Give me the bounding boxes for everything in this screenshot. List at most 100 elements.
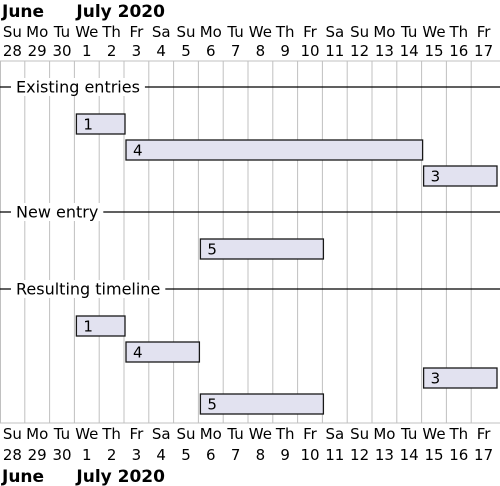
top-date-header: June July 2020Su28Mo29Tu30We1Th2Fr3Sa4Su5…	[1, 2, 493, 60]
task-bar	[199, 393, 325, 415]
footer-weekday-label: Sa	[325, 425, 344, 443]
header-weekday-label: Sa	[152, 23, 171, 41]
footer-date-label: 9	[280, 446, 290, 464]
header-date-label: 16	[449, 42, 468, 60]
header-date-label: 30	[52, 42, 71, 60]
footer-date-label: 7	[231, 446, 241, 464]
header-weekday-label: We	[249, 23, 272, 41]
header-weekday-label: Su	[350, 23, 369, 41]
task-bar-label: 5	[207, 241, 217, 259]
footer-weekday-label: Th	[448, 425, 468, 443]
task-bars: 1 4 3 5 1 4 3 5	[75, 113, 498, 415]
section-label: Resulting timeline	[16, 280, 160, 299]
header-weekday-label: Su	[176, 23, 195, 41]
footer-date-label: 4	[156, 446, 166, 464]
footer-weekday-label: Th	[101, 425, 121, 443]
header-weekday-label: Tu	[400, 23, 417, 41]
footer-date-label: 10	[300, 446, 319, 464]
footer-weekday-label: Su	[350, 425, 369, 443]
footer-date-label: 29	[28, 446, 47, 464]
footer-date-label: 1	[82, 446, 92, 464]
footer-date-label: 15	[424, 446, 443, 464]
footer-date-label: 28	[3, 446, 22, 464]
footer-weekday-label: Th	[275, 425, 295, 443]
task-bar-label: 4	[133, 344, 143, 362]
header-weekday-label: Fr	[130, 23, 145, 41]
header-date-label: 14	[400, 42, 419, 60]
footer-date-label: 13	[375, 446, 394, 464]
footer-weekday-label: We	[422, 425, 445, 443]
header-weekday-label: Fr	[303, 23, 318, 41]
header-date-label: 11	[325, 42, 344, 60]
header-date-label: 29	[28, 42, 47, 60]
section-label-background	[11, 203, 104, 221]
header-weekday-label: Tu	[53, 23, 70, 41]
task-bar	[125, 341, 201, 363]
footer-weekday-label: Tu	[400, 425, 417, 443]
footer-date-label: 30	[52, 446, 71, 464]
header-weekday-label: Th	[448, 23, 468, 41]
header-weekday-label: We	[422, 23, 445, 41]
header-weekday-label: Sa	[325, 23, 344, 41]
task-bar	[422, 165, 498, 187]
footer-weekday-label: Fr	[130, 425, 145, 443]
header-weekday-label: Th	[275, 23, 295, 41]
footer-weekday-label: Fr	[303, 425, 318, 443]
header-weekday-label: Mo	[26, 23, 48, 41]
header-date-label: 9	[280, 42, 290, 60]
section-label: Existing entries	[16, 78, 140, 97]
header-date-label: 1	[82, 42, 92, 60]
header-date-label: 8	[256, 42, 266, 60]
footer-date-label: 8	[256, 446, 266, 464]
header-weekday-label: Mo	[200, 23, 222, 41]
section-label-background	[11, 280, 166, 298]
header-date-label: 7	[231, 42, 241, 60]
footer-date-label: 3	[132, 446, 142, 464]
footer-date-label: 6	[206, 446, 216, 464]
task-bar	[75, 315, 126, 337]
header-date-label: 5	[181, 42, 191, 60]
header-month-label: June	[1, 2, 44, 22]
footer-weekday-label: We	[249, 425, 272, 443]
header-weekday-label: Su	[3, 23, 22, 41]
footer-date-label: 14	[400, 446, 419, 464]
footer-weekday-label: Su	[176, 425, 195, 443]
section-separators: Existing entries New entry Resulting timel…	[0, 78, 500, 299]
task-bar	[75, 113, 126, 135]
task-bar	[125, 139, 424, 161]
footer-weekday-label: Tu	[226, 425, 243, 443]
task-bar-label: 3	[431, 370, 441, 388]
header-weekday-label: Mo	[373, 23, 395, 41]
footer-date-label: 12	[350, 446, 369, 464]
bottom-date-header: June July 2020Su28Mo29Tu30We1Th2Fr3Sa4Su5…	[1, 425, 493, 486]
task-bar-label: 3	[431, 168, 441, 186]
header-month-label: July 2020	[75, 2, 165, 22]
task-bar-label: 4	[133, 142, 143, 160]
header-date-label: 3	[132, 42, 142, 60]
footer-weekday-label: Tu	[53, 425, 70, 443]
footer-weekday-label: Mo	[200, 425, 222, 443]
task-bar-label: 5	[207, 396, 217, 414]
footer-weekday-label: Su	[3, 425, 22, 443]
header-date-label: 17	[474, 42, 493, 60]
footer-date-label: 16	[449, 446, 468, 464]
footer-month-label: July 2020	[75, 467, 165, 486]
header-date-label: 12	[350, 42, 369, 60]
header-date-label: 2	[107, 42, 117, 60]
footer-month-label: June	[1, 467, 44, 486]
footer-weekday-label: Mo	[26, 425, 48, 443]
footer-date-label: 17	[474, 446, 493, 464]
header-weekday-label: We	[75, 23, 98, 41]
section-label-background	[11, 78, 145, 96]
task-bar-label: 1	[83, 116, 93, 134]
footer-date-label: 5	[181, 446, 191, 464]
footer-weekday-label: Fr	[477, 425, 492, 443]
footer-weekday-label: Sa	[152, 425, 171, 443]
footer-weekday-label: Mo	[373, 425, 395, 443]
footer-date-label: 11	[325, 446, 344, 464]
header-date-label: 28	[3, 42, 22, 60]
header-date-label: 15	[424, 42, 443, 60]
task-bar	[422, 367, 498, 389]
header-weekday-label: Th	[101, 23, 121, 41]
